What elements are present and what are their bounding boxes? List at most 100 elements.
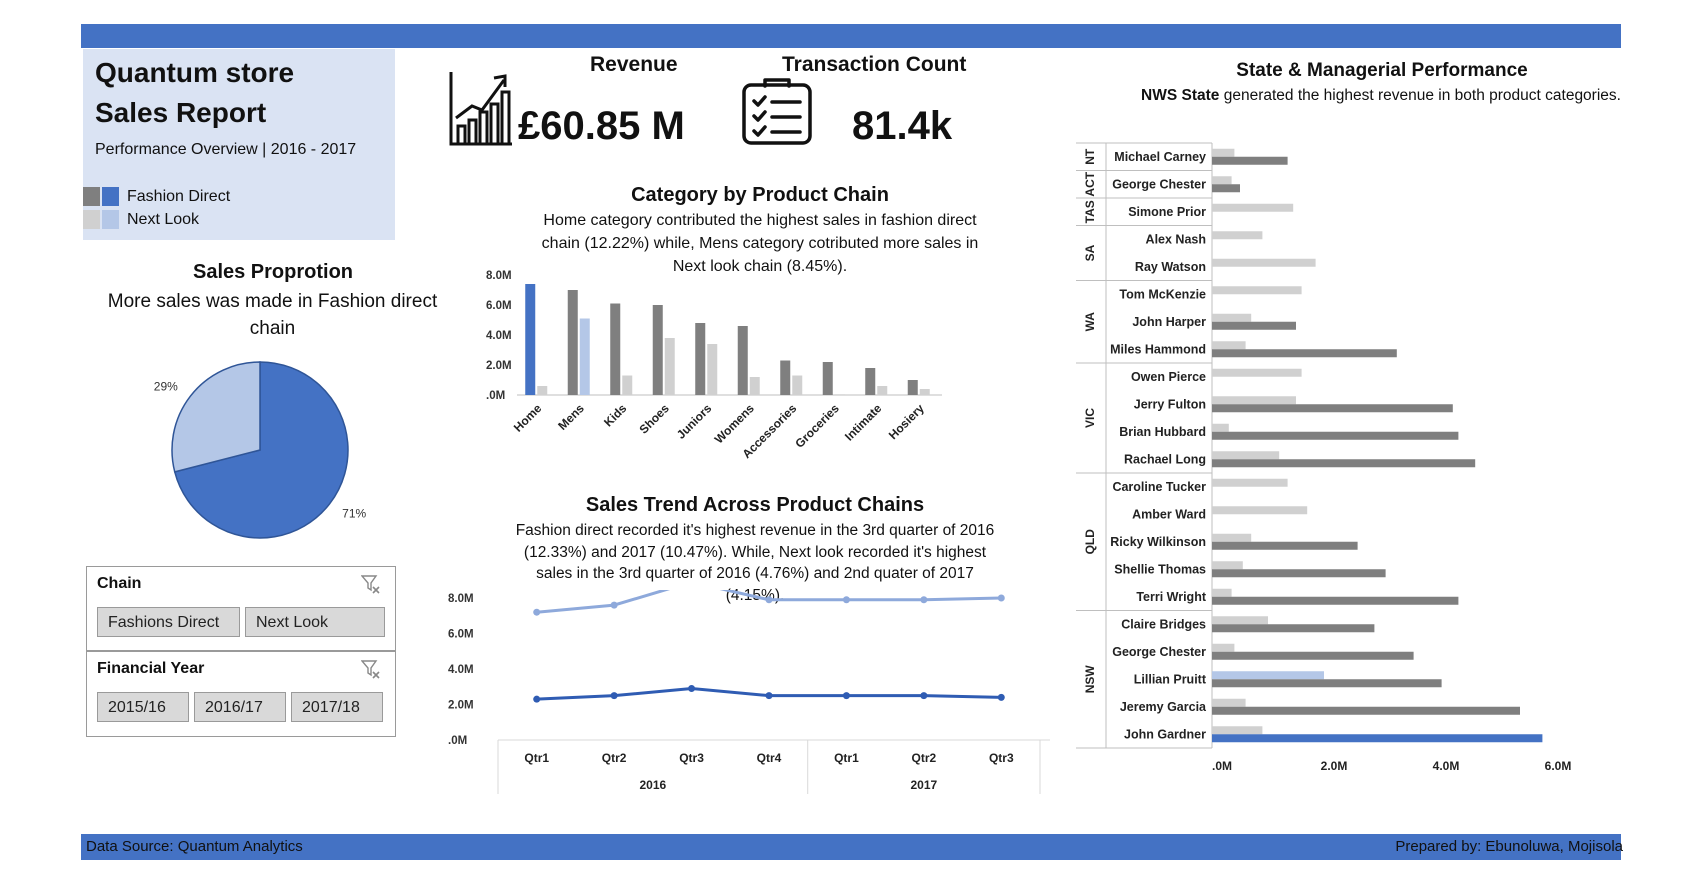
manager-label: Brian Hubbard	[1119, 425, 1206, 439]
bar-fashion-direct-kids	[610, 303, 621, 395]
manager-label: Rachael Long	[1124, 452, 1206, 466]
state-label: QLD	[1083, 529, 1097, 555]
x-tick-label: Juniors	[674, 401, 715, 442]
manager-label: Ray Watson	[1135, 260, 1206, 274]
transactions-label: Transaction Count	[782, 53, 967, 76]
report-title-2: Sales Report	[95, 97, 267, 128]
bar-fashion-direct-ricky-wilkinson	[1212, 541, 1358, 550]
bar-next-look-michael-carney	[1212, 148, 1235, 157]
x-tick-label: Qtr2	[602, 751, 627, 765]
slicer-option-fashions-direct[interactable]: Fashions Direct	[97, 607, 240, 637]
manager-label: Michael Carney	[1114, 150, 1206, 164]
y-tick-label: 4.0M	[448, 664, 474, 676]
category-title: Category by Product Chain	[631, 184, 889, 206]
y-tick-label: 2.0M	[486, 360, 512, 372]
state-label: SA	[1083, 244, 1097, 261]
manager-label: Alex Nash	[1146, 232, 1206, 246]
x-tick-label: Qtr2	[912, 751, 937, 765]
bar-next-look-miles-hammond	[1212, 341, 1246, 350]
slicer-option-2016-17[interactable]: 2016/17	[194, 692, 286, 722]
clear-filter-icon[interactable]	[361, 660, 381, 680]
bar-next-look-john-harper	[1212, 313, 1252, 322]
bar-next-look-mens	[579, 318, 590, 395]
category-note: Home category contributed the highest sa…	[541, 212, 979, 275]
bar-next-look-george-chester	[1212, 643, 1235, 652]
x-tick-label: Home	[511, 401, 545, 435]
report-subtitle: Performance Overview | 2016 - 2017	[95, 141, 357, 158]
revenue-label: Revenue	[590, 53, 678, 76]
manager-label: Terri Wright	[1136, 590, 1207, 604]
legend-label: Next Look	[127, 210, 200, 228]
manager-label: George Chester	[1112, 177, 1206, 191]
manager-label: Miles Hammond	[1110, 342, 1206, 356]
manager-label: Jeremy Garcia	[1120, 700, 1207, 714]
slicer-option-2015-16[interactable]: 2015/16	[97, 692, 189, 722]
footer-banner	[81, 834, 1621, 860]
legend-fashion-direct: Fashion Direct	[83, 187, 230, 206]
bar-next-look-jeremy-garcia	[1212, 698, 1246, 707]
x-tick-label: Intimate	[842, 401, 885, 444]
x-tick-label: 6.0M	[1545, 759, 1572, 773]
clear-filter-icon[interactable]	[361, 575, 381, 595]
state-label: VIC	[1083, 408, 1097, 428]
bar-fashion-direct-miles-hammond	[1212, 349, 1397, 358]
bar-next-look-alex-nash	[1212, 231, 1263, 240]
y-tick-label: 6.0M	[486, 300, 512, 312]
manager-label: John Harper	[1132, 315, 1206, 329]
x-tick-label: Shoes	[637, 401, 673, 437]
bar-fashion-direct-claire-bridges	[1212, 624, 1375, 633]
y-tick-label: 2.0M	[448, 700, 474, 712]
bar-next-look-rachael-long	[1212, 451, 1280, 460]
state-label: WA	[1083, 312, 1097, 332]
bar-fashion-direct-jeremy-garcia	[1212, 706, 1520, 715]
x-tick-label: Qtr3	[989, 751, 1014, 765]
bar-fashion-direct-juniors	[695, 323, 706, 395]
bar-next-look-ray-watson	[1212, 258, 1316, 267]
bar-fashion-direct-terri-wright	[1212, 596, 1459, 605]
bar-fashion-direct-home	[525, 284, 536, 395]
series-point-next-look	[997, 693, 1005, 701]
state-note-highlight: NWS State	[1141, 87, 1220, 104]
bar-next-look-womens	[749, 377, 760, 395]
state-note-text: generated the highest revenue in both pr…	[1219, 87, 1621, 104]
bar-fashion-direct-intimate	[865, 368, 876, 395]
bar-next-look-kids	[622, 375, 633, 395]
report-title: Quantum store	[95, 57, 295, 88]
x-tick-label: Qtr1	[834, 751, 859, 765]
bar-fashion-direct-mens	[567, 290, 578, 395]
bar-next-look-brian-hubbard	[1212, 423, 1229, 432]
bar-fashion-direct-shoes	[652, 305, 663, 395]
bar-next-look-home	[537, 386, 548, 395]
data-source-text: Data Source: Quantum Analytics	[86, 838, 303, 855]
slicer-option-next-look[interactable]: Next Look	[245, 607, 385, 637]
bar-next-look-simone-prior	[1212, 203, 1294, 212]
chain-slicer-title: Chain	[97, 575, 142, 592]
bar-next-look-jerry-fulton	[1212, 396, 1296, 405]
series-point-next-look	[765, 692, 773, 700]
bar-next-look-shellie-thomas	[1212, 561, 1243, 570]
bar-fashion-direct-george-chester	[1212, 651, 1414, 660]
series-point-fashion-direct	[920, 596, 928, 604]
bar-fashion-direct-shellie-thomas	[1212, 569, 1386, 578]
manager-label: Shellie Thomas	[1114, 562, 1206, 576]
x-tick-label: Groceries	[792, 401, 842, 451]
pie-note: More sales was made in Fashion direct ch…	[107, 291, 438, 339]
pie-title: Sales Proprotion	[192, 261, 354, 283]
pie-slice-next-look	[171, 361, 261, 473]
bar-next-look-claire-bridges	[1212, 616, 1268, 625]
x-tick-label: 2.0M	[1321, 759, 1348, 773]
series-point-next-look	[920, 692, 928, 700]
state-note: NWS State generated the highest revenue …	[1140, 85, 1622, 107]
clipboard-icon	[742, 78, 812, 145]
legend-label: Fashion Direct	[127, 187, 231, 205]
manager-label: Ricky Wilkinson	[1110, 535, 1206, 549]
y-tick-label: .0M	[448, 735, 467, 747]
bar-next-look-lillian-pruitt	[1212, 671, 1324, 680]
slicer-option-2017-18[interactable]: 2017/18	[291, 692, 383, 722]
bar-next-look-caroline-tucker	[1212, 478, 1288, 487]
bar-next-look-terri-wright	[1212, 588, 1232, 597]
bar-fashion-direct-brian-hubbard	[1212, 431, 1459, 440]
series-point-next-look	[610, 692, 618, 700]
x-tick-label: Hosiery	[886, 401, 927, 442]
trend-title: Sales Trend Across Product Chains	[585, 494, 925, 516]
